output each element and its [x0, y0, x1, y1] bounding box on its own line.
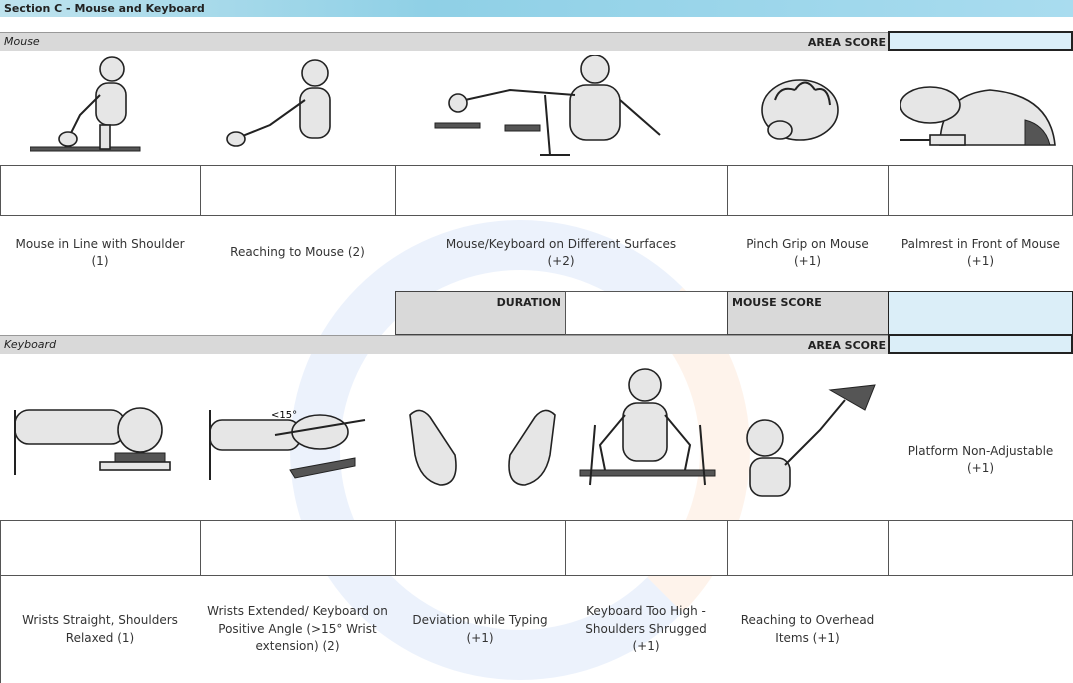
- score-box: [200, 520, 396, 576]
- mouse-score-label: MOUSE SCORE: [727, 291, 889, 335]
- figure-part: [464, 88, 576, 101]
- item-label: Pinch Grip on Mouse (+1): [746, 236, 869, 268]
- illustration: [434, 55, 661, 156]
- keyboard-bar: Keyboard AREA SCORE: [0, 335, 888, 354]
- figure-part: [69, 94, 101, 136]
- keyboard-label: Keyboard: [4, 338, 57, 351]
- score-box: [888, 165, 1073, 216]
- score-box: [888, 520, 1073, 576]
- area-score-label: AREA SCORE: [807, 339, 886, 352]
- illustration: [761, 79, 839, 141]
- figure-part: [226, 131, 246, 147]
- figure-part: [289, 457, 356, 479]
- duration-box: [565, 291, 728, 335]
- figure-part: [580, 55, 610, 84]
- item-label: Wrists Straight, Shoulders Relaxed (1): [22, 613, 178, 645]
- figure-part: [622, 402, 668, 462]
- figure-part: [900, 86, 961, 124]
- illustration: <15°: [209, 410, 366, 480]
- illustration: [14, 407, 171, 475]
- angle-note: <15°: [271, 410, 297, 421]
- figure-part: [579, 469, 716, 477]
- figure-part: [30, 146, 141, 152]
- item-label: Mouse/Keyboard on Different Surfaces (+2…: [445, 236, 677, 268]
- figure-part: [774, 81, 831, 106]
- figure-part: [409, 409, 457, 486]
- figure-part: [746, 419, 784, 457]
- item-label: Deviation while Typing (+1): [412, 613, 548, 645]
- figure-part: [1024, 119, 1051, 146]
- illustration: [579, 368, 716, 486]
- figure-part: [767, 120, 793, 140]
- figure-part: [434, 122, 481, 129]
- score-box: [0, 165, 201, 216]
- section-title: Section C - Mouse and Keyboard: [0, 0, 1073, 17]
- figure-part: [117, 407, 163, 453]
- figure-part: [58, 131, 78, 147]
- platform-label: Platform Non-Adjustable (+1): [907, 443, 1054, 475]
- figure-part: [749, 457, 791, 497]
- figure-part: [114, 452, 166, 463]
- illustration: [226, 59, 331, 147]
- item-label: Keyboard Too High - Shoulders Shrugged (…: [585, 604, 707, 654]
- score-box: [395, 165, 728, 216]
- figure-part: [239, 99, 306, 138]
- item-label: Palmrest in Front of Mouse (+1): [900, 236, 1061, 268]
- illustration: [900, 86, 1056, 146]
- item-label: Mouse in Line with Shoulder (1): [15, 236, 185, 268]
- figure-part: [589, 424, 706, 486]
- figure-part: [828, 384, 876, 411]
- figure-part: [299, 87, 331, 139]
- score-box: [0, 520, 201, 576]
- border-line: [0, 576, 1, 683]
- figure-part: [99, 461, 171, 471]
- illustration: [30, 56, 141, 152]
- figure-part: [540, 94, 570, 156]
- illustration: [409, 409, 556, 486]
- figure-part: [99, 124, 111, 150]
- item-label: Wrists Extended/ Keyboard on Positive An…: [207, 604, 388, 654]
- mouse-label: Mouse: [4, 35, 40, 48]
- duration-label: DURATION: [395, 291, 566, 335]
- figure-part: [14, 409, 126, 445]
- area-score-label: AREA SCORE: [807, 36, 886, 49]
- item-label: Reaching to Mouse (2): [230, 245, 365, 260]
- figure-part: [291, 414, 349, 450]
- figure-part: [784, 399, 846, 466]
- figure-part: [929, 134, 966, 146]
- mouse-bar: Mouse AREA SCORE: [0, 32, 888, 51]
- score-box: [727, 165, 889, 216]
- figure-part: [209, 410, 366, 480]
- figure-part: [628, 368, 662, 402]
- figure-part: [301, 59, 329, 87]
- item-label: Reaching to Overhead Items (+1): [740, 613, 875, 645]
- figure-part: [598, 414, 692, 471]
- mouse-score-box: [888, 291, 1073, 335]
- illustration: [746, 384, 876, 497]
- score-box: [200, 165, 396, 216]
- figure-part: [99, 56, 125, 82]
- figure-part: [504, 124, 541, 132]
- score-box: [565, 520, 728, 576]
- figure-part: [95, 82, 127, 126]
- figure-part: [569, 84, 621, 141]
- figure-part: [619, 99, 661, 136]
- area-score-box: [888, 334, 1073, 354]
- figure-part: [209, 419, 301, 451]
- area-score-box: [888, 31, 1073, 51]
- figure-part: [448, 93, 468, 113]
- figure-part: [508, 409, 556, 486]
- score-box: [395, 520, 566, 576]
- score-box: [727, 520, 889, 576]
